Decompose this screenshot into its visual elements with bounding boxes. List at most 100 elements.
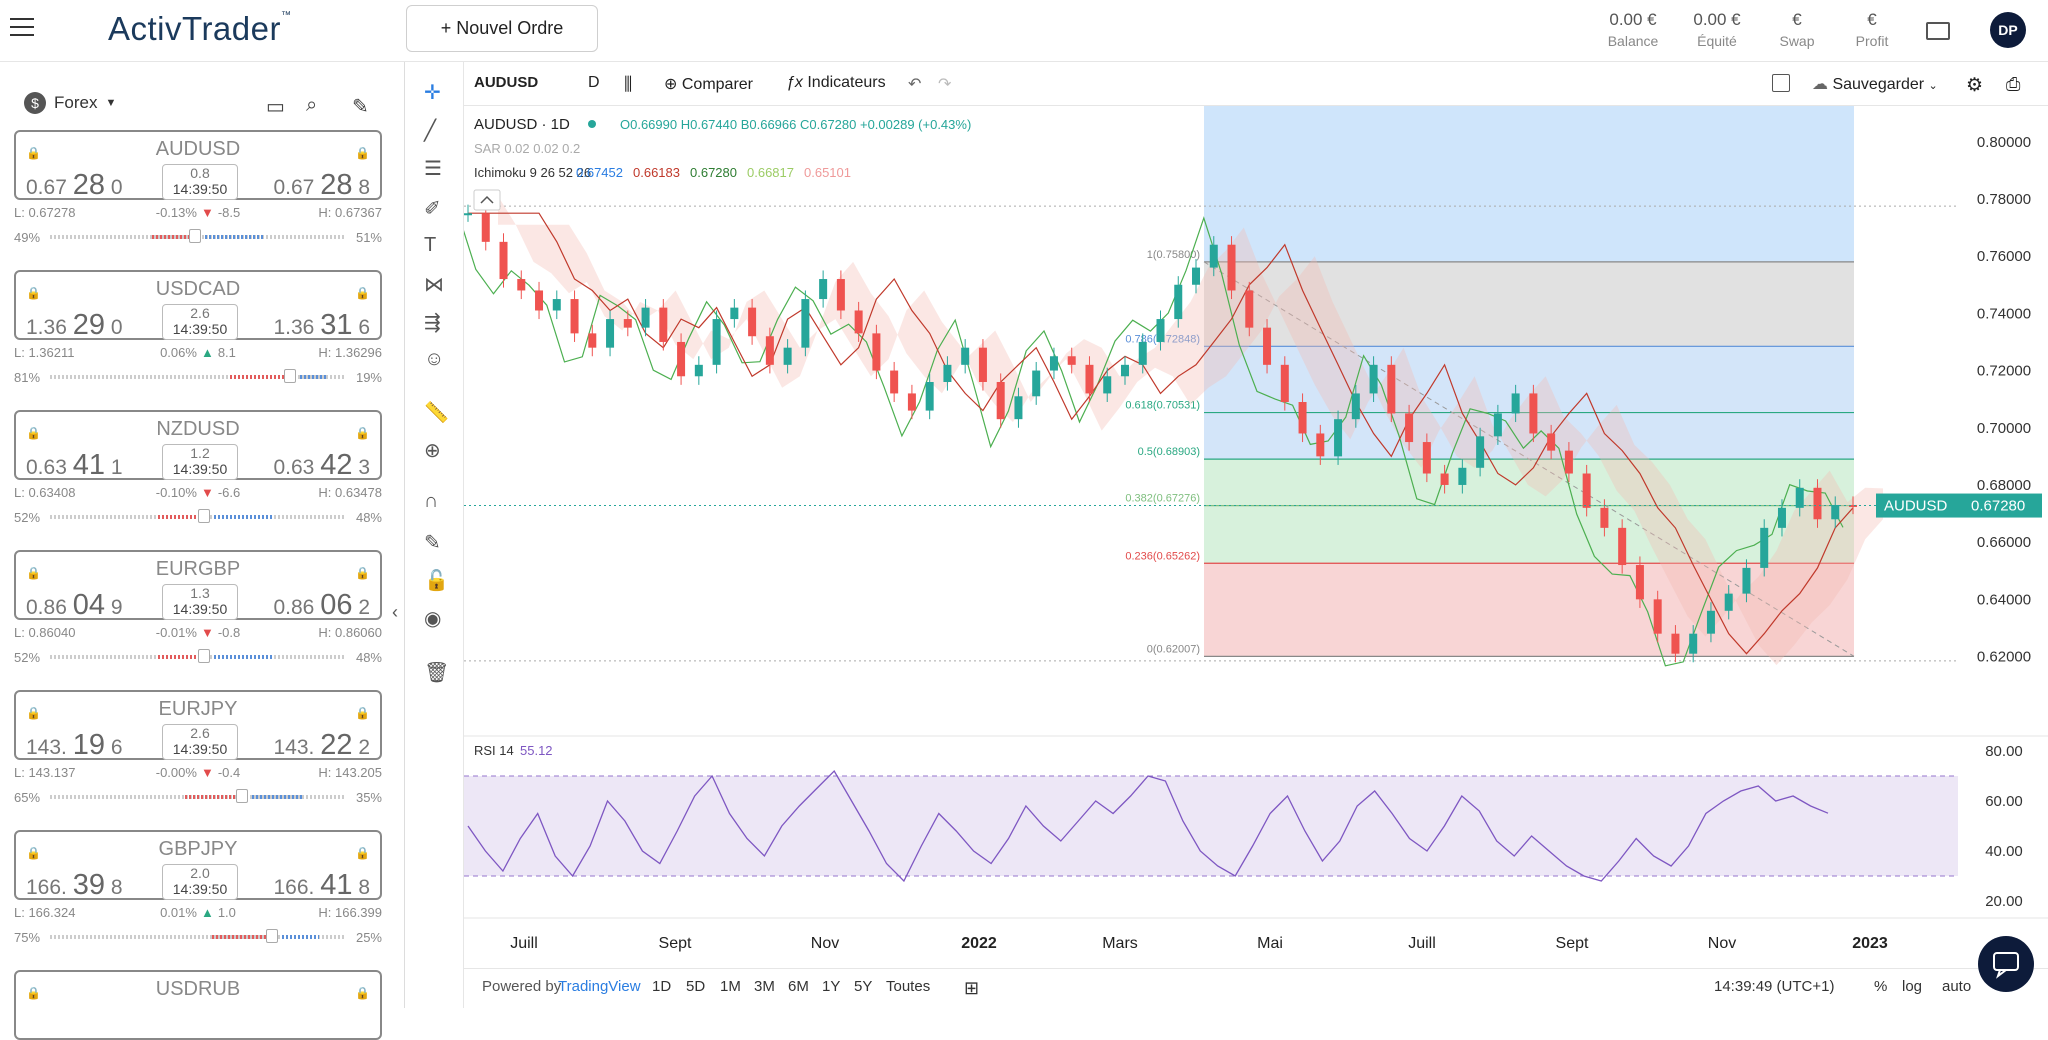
- mail-icon[interactable]: [1926, 22, 1950, 40]
- arrow-up-icon: ▲: [200, 905, 214, 920]
- range-1y[interactable]: 1Y: [822, 978, 841, 995]
- equity-label: Équité: [1697, 33, 1737, 49]
- sell-sentiment: 52%: [14, 510, 41, 525]
- watchlist-card[interactable]: 🔒 🔒 EURJPY 143. 19 6 143. 22 2 2.6 14:39:50: [14, 690, 382, 762]
- eye-icon[interactable]: ◉: [424, 608, 442, 630]
- lock-icon: 🔒: [26, 566, 41, 580]
- emoji-icon[interactable]: ☺: [424, 348, 445, 370]
- watchlist-card[interactable]: 🔒 🔒 USDCAD 1.36 29 0 1.36 31 6 2.6 14:39:50: [14, 270, 382, 342]
- save-button[interactable]: ☁ Sauvegarder ⌄: [1812, 74, 1938, 94]
- y-axis-tick: 0.70000: [1977, 420, 2031, 437]
- compare-button[interactable]: ⊕ Comparer: [664, 74, 753, 94]
- candle-body: [570, 299, 579, 334]
- brush-icon[interactable]: ✐: [424, 198, 441, 220]
- buy-price[interactable]: 166. 41 8: [273, 869, 370, 902]
- candle-body: [1209, 244, 1218, 268]
- crosshair-icon[interactable]: ✛: [424, 82, 441, 104]
- ichimoku-value: 0.66817: [747, 165, 794, 180]
- drawing-toolbar: ✛ ╱ ☰ ✐ T ⋈ ⇶ ☺ 📏 ⊕ ∩ ✎ 🔓 ◉ 🗑: [406, 62, 464, 1008]
- change-percent: -0.01%: [155, 625, 197, 640]
- candle-body: [1777, 507, 1786, 528]
- text-tool-icon[interactable]: T: [424, 234, 437, 256]
- pencil-icon[interactable]: ✎: [352, 96, 369, 118]
- stat-profit[interactable]: € Profit: [1846, 10, 1898, 49]
- sell-price[interactable]: 1.36 29 0: [26, 309, 123, 342]
- range-1m[interactable]: 1M: [720, 978, 741, 995]
- candle-body: [1014, 396, 1023, 420]
- chevron-down-icon: ⌄: [1928, 80, 1938, 92]
- redo-icon[interactable]: ↷: [938, 76, 952, 93]
- range-1d[interactable]: 1D: [652, 978, 672, 995]
- chat-support-icon[interactable]: [1978, 936, 2034, 992]
- buy-price-prefix: 0.63: [273, 456, 315, 479]
- prediction-tool-icon[interactable]: ⇶: [424, 312, 441, 334]
- x-axis-tick: Sept: [1556, 935, 1589, 952]
- range-toutes[interactable]: Toutes: [886, 978, 931, 995]
- candle-body: [1653, 599, 1662, 634]
- new-order-button[interactable]: + Nouvel Ordre: [406, 5, 598, 52]
- range-5y[interactable]: 5Y: [854, 978, 873, 995]
- sell-price[interactable]: 143. 19 6: [26, 729, 123, 762]
- watchlist-card[interactable]: 🔒 🔒 GBPJPY 166. 39 8 166. 41 8 2.0 14:39:50: [14, 830, 382, 902]
- buy-price[interactable]: 0.63 42 3: [273, 449, 370, 482]
- candle-body: [1742, 567, 1751, 594]
- fib-tool-icon[interactable]: ☰: [424, 158, 442, 180]
- buy-sentiment: 25%: [355, 930, 382, 945]
- watchlist-card[interactable]: 🔒 🔒 NZDUSD 0.63 41 1 0.63 42 3 1.2 14:39:50: [14, 410, 382, 482]
- buy-price[interactable]: 0.67 28 8: [273, 169, 370, 202]
- day-change: -0.10% ▼ -6.6: [14, 485, 382, 500]
- auto-toggle[interactable]: auto: [1942, 978, 1972, 995]
- candle-body: [1032, 370, 1041, 397]
- avatar[interactable]: DP: [1990, 12, 2026, 48]
- sell-price[interactable]: 0.86 04 9: [26, 589, 123, 622]
- search-icon[interactable]: ⌕: [306, 94, 318, 116]
- symbol-search[interactable]: AUDUSD: [474, 74, 539, 91]
- lock-drawing-icon[interactable]: ✎: [424, 532, 441, 554]
- pattern-tool-icon[interactable]: ⋈: [424, 274, 444, 296]
- date-range-icon[interactable]: ⊞: [964, 978, 980, 998]
- range-3m[interactable]: 3M: [754, 978, 775, 995]
- fib-level-label: 1(0.75800): [1147, 249, 1200, 261]
- trend-line-icon[interactable]: ╱: [424, 120, 437, 142]
- zoom-in-icon[interactable]: ⊕: [424, 440, 441, 462]
- sell-price[interactable]: 0.67 28 0: [26, 169, 123, 202]
- last-price-tag: AUDUSD 0.67280: [1876, 493, 2042, 518]
- watchlist-card[interactable]: 🔒 🔒 AUDUSD 0.67 28 0 0.67 28 8 0.8 14:39:50: [14, 130, 382, 202]
- ruler-icon[interactable]: 📏: [424, 402, 449, 424]
- tradingview-link[interactable]: TradingView: [558, 978, 641, 995]
- collapse-panel-icon[interactable]: ‹: [392, 602, 398, 622]
- range-6m[interactable]: 6M: [788, 978, 809, 995]
- market-group-selector[interactable]: $ Forex ▼: [24, 92, 116, 114]
- collapse-legend-button[interactable]: [473, 189, 501, 211]
- candle-type-icon[interactable]: ⫼: [624, 74, 633, 94]
- rsi-axis-tick: 60.00: [1985, 793, 2023, 810]
- sell-price[interactable]: 166. 39 8: [26, 869, 123, 902]
- camera-icon[interactable]: ⎙: [2006, 74, 2021, 94]
- undo-icon[interactable]: ↶: [908, 76, 922, 93]
- sell-price[interactable]: 0.63 41 1: [26, 449, 123, 482]
- magnet-icon[interactable]: ∩: [424, 490, 439, 512]
- interval-selector[interactable]: D: [588, 74, 600, 91]
- range-5d[interactable]: 5D: [686, 978, 706, 995]
- percent-toggle[interactable]: %: [1874, 978, 1888, 995]
- change-percent: -0.13%: [155, 205, 197, 220]
- buy-price[interactable]: 1.36 31 6: [273, 309, 370, 342]
- lock-icon[interactable]: 🔓: [424, 570, 449, 592]
- fib-zone: [1204, 412, 1854, 460]
- layout-icon[interactable]: ▭: [266, 96, 285, 118]
- price-chart[interactable]: 1(0.75800)0.786(0.72848)0.618(0.70531)0.…: [464, 106, 2048, 968]
- settings-gear-icon[interactable]: ⚙: [1966, 75, 1984, 96]
- menu-icon[interactable]: [10, 18, 34, 40]
- candle-body: [765, 336, 774, 365]
- buy-price[interactable]: 143. 22 2: [273, 729, 370, 762]
- indicators-button[interactable]: ƒx Indicateurs: [786, 74, 886, 92]
- ichimoku-value: 0.66183: [633, 165, 680, 180]
- day-low: L: 0.86040: [14, 625, 76, 640]
- log-toggle[interactable]: log: [1902, 978, 1923, 995]
- watchlist-card[interactable]: 🔒 🔒 USDRUB: [14, 970, 382, 1040]
- fullscreen-icon[interactable]: [1772, 74, 1790, 92]
- buy-price[interactable]: 0.86 06 2: [273, 589, 370, 622]
- trash-icon[interactable]: 🗑: [424, 662, 450, 684]
- sell-price-prefix: 143.: [26, 736, 67, 759]
- watchlist-card[interactable]: 🔒 🔒 EURGBP 0.86 04 9 0.86 06 2 1.3 14:39:50: [14, 550, 382, 622]
